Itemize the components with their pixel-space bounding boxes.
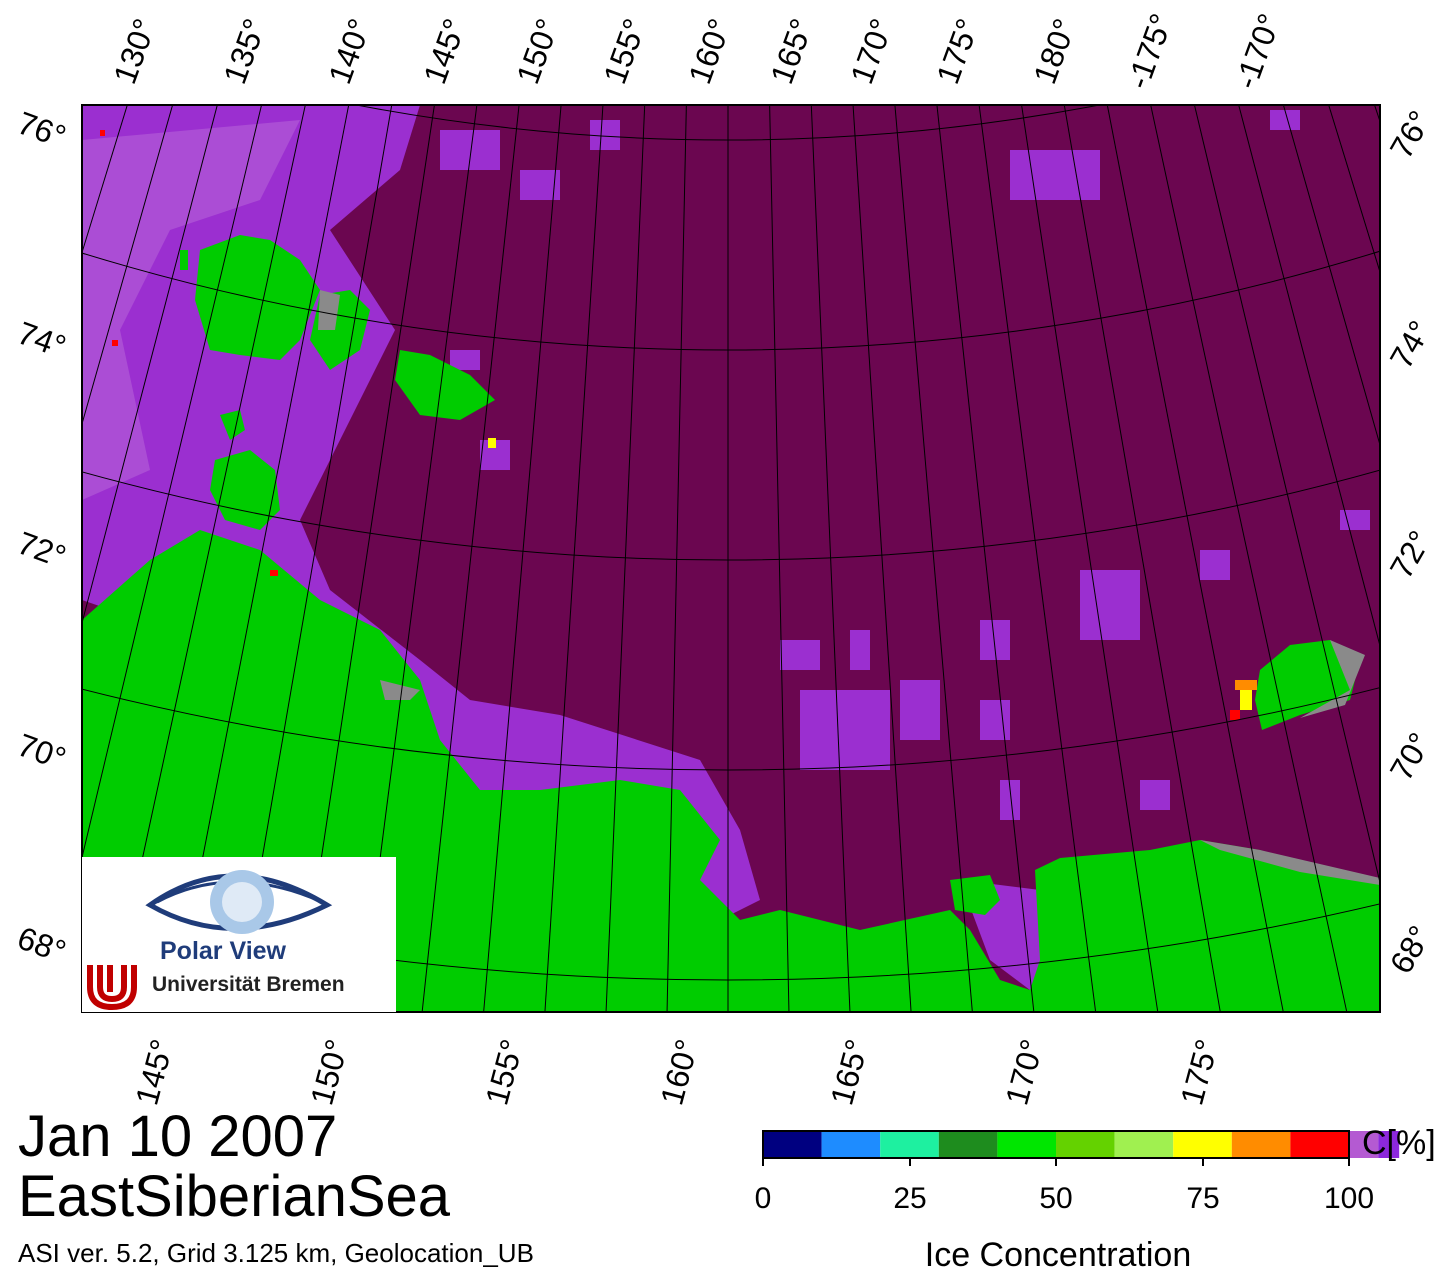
meridian-line: [605, 105, 646, 1012]
top-longitude-label: -170°: [1228, 9, 1288, 94]
right-latitude-label: 74°: [1383, 315, 1438, 375]
meridian-line: [1437, 0, 1456, 1000]
top-longitude-label: 140°: [321, 14, 377, 89]
colorbar-swatch: [1378, 1131, 1400, 1158]
bottom-longitude-label: 165°: [823, 1036, 875, 1109]
map-date: Jan 10 2007: [18, 1104, 338, 1169]
meridian-line: [1021, 105, 1159, 1012]
right-latitude-label: 68°: [1383, 920, 1438, 980]
university-emblem-icon: [87, 965, 137, 1011]
meridian-line: [82, 105, 218, 625]
top-longitude-label: 145°: [416, 14, 472, 89]
colorbar-unit: C[%]: [1362, 1124, 1436, 1162]
logo-institution: Universität Bremen: [152, 973, 345, 996]
colorbar-swatch: [938, 1131, 998, 1158]
meridian-line: [1193, 105, 1380, 885]
right-latitude-label: 72°: [1383, 525, 1438, 585]
meridian-line: [936, 105, 1035, 1012]
top-longitude-label: 150°: [509, 14, 565, 89]
top-longitude-label: 180°: [1026, 14, 1082, 89]
top-longitude-label: 165°: [763, 14, 819, 89]
colorbar-swatch: [1231, 1131, 1291, 1158]
meridian-line: [769, 105, 790, 1012]
colorbar: [762, 1130, 1409, 1166]
colorbar-swatch: [880, 1131, 939, 1158]
colorbar-tick: 25: [893, 1182, 927, 1215]
meridian-line: [978, 105, 1097, 1012]
map-region: EastSiberianSea: [18, 1164, 451, 1229]
bottom-longitude-label: 160°: [653, 1036, 705, 1109]
meridian-line: [0, 0, 19, 1000]
meridian-line: [894, 105, 973, 1012]
colorbar-tick: 50: [1039, 1182, 1073, 1215]
colorbar-swatch: [1056, 1131, 1115, 1158]
left-latitude-label: 74°: [13, 314, 71, 364]
top-longitude-label: 175°: [929, 14, 985, 89]
meridian-line: [544, 105, 604, 1012]
meridian-line: [82, 105, 263, 860]
meridian-line: [483, 105, 562, 1012]
colorbar-swatch: [1349, 1131, 1379, 1158]
meridian-line: [666, 105, 687, 1012]
meridian-line: [1106, 105, 1284, 1012]
high-concentration-spots: [100, 130, 1257, 720]
meridian-line: [852, 105, 912, 1012]
colorbar-swatch: [821, 1131, 881, 1158]
top-longitude-label: 135°: [216, 14, 272, 89]
colorbar-swatch: [1114, 1131, 1174, 1158]
top-longitude-label: 155°: [596, 14, 652, 89]
colorbar-tick: 75: [1186, 1182, 1220, 1215]
bottom-longitude-label: 155°: [478, 1036, 530, 1109]
map-content: [0, 0, 1456, 1049]
top-longitude-label: 130°: [106, 14, 162, 89]
eye-icon: [87, 870, 333, 1011]
colorbar-tick: 0: [754, 1182, 772, 1215]
algorithm-info: ASI ver. 5.2, Grid 3.125 km, Geolocation…: [18, 1238, 534, 1268]
bottom-longitude-label: 175°: [1173, 1036, 1225, 1109]
colorbar-swatch: [1399, 1131, 1409, 1158]
colorbar-swatch: [763, 1131, 822, 1158]
coastal-strips: [318, 290, 1380, 885]
meridian-line: [0, 0, 55, 1025]
bottom-longitude-label: 150°: [303, 1036, 355, 1109]
meridian-line: [1150, 105, 1348, 1012]
logo-name: Polar View: [160, 937, 286, 965]
top-longitude-label: 160°: [681, 14, 737, 89]
colorbar-title: Ice Concentration: [924, 1236, 1192, 1274]
meridian-line: [1063, 105, 1221, 1012]
left-latitude-label: 76°: [13, 104, 71, 154]
meridian-line: [421, 105, 520, 1012]
bottom-longitude-label: 145°: [128, 1036, 180, 1109]
left-latitude-label: 72°: [13, 524, 71, 574]
left-latitude-label: 68°: [13, 919, 71, 969]
colorbar-tick: 100: [1323, 1182, 1375, 1215]
meridian-line: [810, 105, 851, 1012]
colorbar-swatch: [997, 1131, 1056, 1158]
left-latitude-label: 70°: [13, 726, 71, 776]
right-latitude-label: 76°: [1383, 105, 1438, 165]
polar-view-logo: Polar View Universität Bremen: [82, 857, 396, 1012]
colorbar-swatch: [1290, 1131, 1349, 1158]
colorbar-swatch: [1173, 1131, 1232, 1158]
map-frame: [81, 104, 1381, 1013]
top-longitude-label: -175°: [1120, 9, 1180, 94]
right-latitude-label: 70°: [1383, 727, 1438, 787]
bottom-longitude-label: 170°: [998, 1036, 1050, 1109]
top-longitude-label: 170°: [843, 14, 899, 89]
meridian-line: [0, 0, 91, 1049]
ice-patches: [440, 110, 1370, 820]
meridian-line: [1238, 105, 1380, 648]
